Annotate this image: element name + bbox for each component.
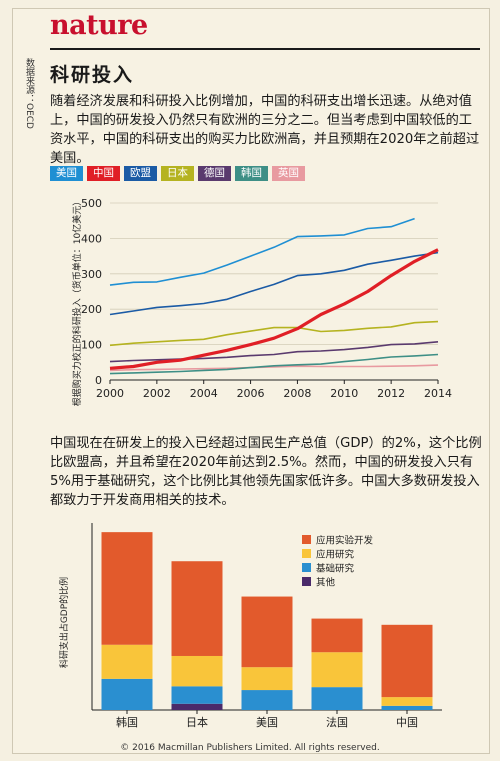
- y-tick-label: 400: [81, 232, 102, 245]
- legend-item: 美国: [50, 166, 83, 181]
- x-tick-label: 2004: [190, 387, 218, 400]
- bar-segment-basic_research: [101, 678, 153, 710]
- x-tick-label: 2012: [377, 387, 405, 400]
- bar-segment-basic_research: [171, 686, 223, 704]
- line-chart-legend: 美国 中国 欧盟 日本 德国 韩国 英国: [50, 166, 305, 182]
- legend-label: 应用研究: [316, 549, 355, 561]
- bar-segment-basic_research: [381, 705, 433, 710]
- data-source: 数据来源：OECD: [24, 58, 34, 129]
- x-tick-label: 2002: [143, 387, 171, 400]
- rd-spending-line-chart: 0 100 200 300 400 500 2000 2002 2004 2006 2008 2010…: [71, 197, 452, 406]
- legend-item: 英国: [272, 166, 305, 181]
- series-line-japan: [109, 320, 439, 347]
- legend-label: 基础研究: [316, 563, 355, 575]
- y-tick-label: 0: [95, 374, 102, 387]
- legend-item: 韩国: [235, 166, 268, 181]
- y-tick-label: 500: [81, 197, 102, 210]
- bar-segment-applied_research: [241, 667, 293, 691]
- page-title: 科研投入: [50, 64, 135, 86]
- bar-segment-other: [171, 703, 223, 710]
- bar-segment-applied_dev: [381, 624, 433, 698]
- bar-segment-basic_research: [311, 687, 363, 710]
- bar-segment-basic_research: [241, 690, 293, 710]
- category-label: 法国: [326, 715, 348, 729]
- legend-item: 德国: [198, 166, 231, 181]
- y-tick-label: 100: [81, 339, 102, 352]
- legend-label: 其他: [316, 577, 336, 589]
- category-label: 日本: [186, 715, 208, 729]
- nature-logo: nature: [50, 10, 148, 41]
- x-tick-label: 2014: [424, 387, 452, 400]
- legend-swatch: [302, 549, 311, 558]
- series-line-usa: [109, 217, 415, 286]
- x-tick-label: 2000: [96, 387, 124, 400]
- legend-swatch: [302, 563, 311, 572]
- x-tick-label: 2006: [237, 387, 265, 400]
- x-tick-label: 2008: [283, 387, 311, 400]
- bar-segment-applied_research: [101, 644, 153, 679]
- legend-item: 日本: [161, 166, 194, 181]
- category-label: 美国: [256, 716, 278, 729]
- category-label: 中国: [396, 716, 418, 729]
- legend-label: 应用实验开发: [316, 535, 374, 547]
- legend-swatch: [302, 577, 311, 586]
- y-tick-label: 200: [81, 303, 102, 316]
- series-line-china: [109, 248, 439, 370]
- legend-item: 中国: [87, 166, 120, 181]
- bar-segment-applied_dev: [311, 618, 363, 653]
- series-line-germany: [109, 341, 439, 363]
- bar-segment-applied_research: [171, 655, 223, 687]
- legend-swatch: [302, 535, 311, 544]
- legend-item: 欧盟: [124, 166, 157, 181]
- y-axis-label: 科研支出占GDP的比例: [58, 577, 70, 668]
- bar-segment-applied_dev: [171, 561, 223, 656]
- series-line-eu: [109, 251, 439, 316]
- y-tick-label: 300: [81, 268, 102, 281]
- series-line-korea: [109, 353, 439, 375]
- x-tick-label: 2010: [330, 387, 358, 400]
- copyright: © 2016 Macmillan Publishers Limited. All…: [120, 743, 380, 753]
- header-rule: [50, 48, 480, 50]
- y-axis-label: 根据购买力校正的科研投入（货币单位：10亿美元）: [71, 197, 83, 406]
- bar-segment-applied_research: [311, 652, 363, 688]
- bar-segment-applied_research: [381, 697, 433, 706]
- series-line-uk: [109, 364, 439, 372]
- bar-segment-applied_dev: [101, 532, 153, 645]
- category-label: 韩国: [116, 715, 138, 729]
- gdp-paragraph: 中国现在在研发上的投入已经超过国民生产总值（GDP）的2%，这个比例比欧盟高，并…: [50, 436, 482, 508]
- intro-paragraph: 随着经济发展和科研投入比例增加，中国的科研支出增长迅速。从绝对值上，中国的研发投…: [50, 94, 480, 166]
- bar-segment-applied_dev: [241, 596, 293, 668]
